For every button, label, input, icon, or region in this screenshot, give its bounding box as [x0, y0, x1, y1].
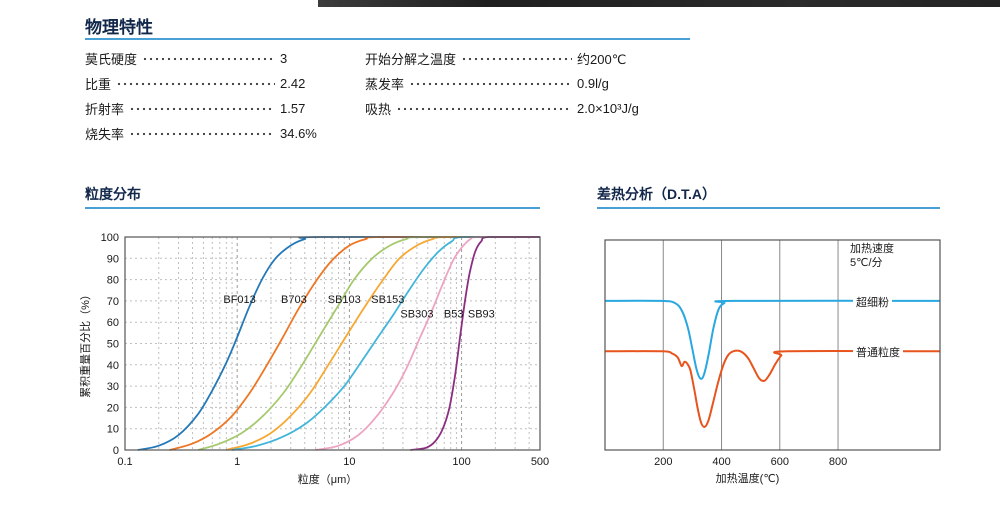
psd-curve-labels: BF013 B703 SB103 SB153 SB303 B53 SB93 [223, 294, 494, 321]
psd-curve-SB303 [231, 236, 540, 451]
property-value: 0.9l/g [577, 76, 609, 91]
dot-leader [116, 76, 275, 91]
property-label: 烧失率 [85, 127, 125, 142]
svg-text:SB153: SB153 [371, 294, 404, 306]
section-rule-dta [597, 207, 940, 209]
dta-heating-rate-line1: 加热速度 [850, 243, 894, 255]
dta-grid [662, 240, 839, 450]
dta-curve-超细粉 [604, 299, 941, 380]
dot-leader [396, 101, 572, 116]
psd-curves [137, 236, 540, 451]
section-title-psd: 粒度分布 [85, 186, 141, 202]
psd-curve-SB93 [410, 236, 540, 451]
dta-heating-rate-note: 加热速度 5℃/分 [850, 242, 894, 270]
section-rule-physical [85, 38, 690, 40]
property-value: 1.57 [280, 101, 306, 116]
svg-text:400: 400 [712, 456, 730, 468]
dta-chart-svg: 200 400 600 800 加热温度(℃) [604, 239, 941, 485]
svg-text:500: 500 [531, 456, 549, 468]
svg-text:0.1: 0.1 [117, 456, 132, 468]
svg-text:累积重量百分比（%）: 累积重量百分比（%） [78, 289, 92, 398]
svg-text:B53: B53 [444, 309, 464, 321]
svg-text:60: 60 [107, 317, 119, 329]
svg-text:800: 800 [829, 456, 847, 468]
dot-leader [129, 101, 275, 116]
svg-text:50: 50 [107, 339, 119, 351]
psd-curve-SB153 [226, 236, 540, 451]
dot-leader [129, 126, 275, 141]
properties-right-column: 开始分解之温度 约200℃ 蒸发率 0.9l/g 吸热 2.0×10³J/g [365, 46, 685, 121]
property-row: 折射率 1.57 [85, 96, 335, 121]
dta-curves [604, 299, 941, 428]
section-title-physical: 物理特性 [85, 18, 153, 37]
psd-curve-B703 [169, 236, 540, 451]
property-value: 约200℃ [577, 52, 627, 67]
property-value: 2.0×10³J/g [577, 101, 639, 116]
svg-text:SB93: SB93 [468, 309, 495, 321]
svg-text:100: 100 [101, 232, 119, 244]
svg-text:80: 80 [107, 275, 119, 287]
property-label: 吸热 [365, 102, 392, 117]
property-label: 莫氏硬度 [85, 52, 138, 67]
property-row: 比重 2.42 [85, 71, 335, 96]
svg-text:1: 1 [234, 456, 240, 468]
svg-text:90: 90 [107, 253, 119, 265]
psd-grid [125, 237, 540, 450]
dta-plot-border [604, 239, 941, 451]
svg-text:10: 10 [107, 424, 119, 436]
svg-text:粒度（μm）: 粒度（μm） [298, 472, 358, 486]
dta-series-label-ultrafine: 超细粉 [853, 294, 892, 310]
dot-leader [461, 51, 572, 66]
dot-leader [409, 76, 572, 91]
property-value: 3 [280, 51, 288, 66]
section-rule-psd [85, 207, 540, 209]
dot-leader [142, 51, 275, 66]
psd-chart: 100 90 80 70 60 50 40 30 20 10 0 0.1 1 10 100 500 粒度（μm）… [75, 226, 550, 504]
svg-text:加热温度(℃): 加热温度(℃) [716, 471, 780, 485]
psd-plot-border [124, 236, 541, 451]
property-row: 开始分解之温度 约200℃ [365, 46, 685, 71]
properties-left-column: 莫氏硬度 3 比重 2.42 折射率 1.57 烧失率 34.6% [85, 46, 335, 146]
property-row: 烧失率 34.6% [85, 121, 335, 146]
svg-text:70: 70 [107, 296, 119, 308]
svg-text:BF013: BF013 [223, 294, 255, 306]
property-row: 莫氏硬度 3 [85, 46, 335, 71]
psd-curve-SB103 [198, 236, 540, 451]
dta-axis-labels: 200 400 600 800 加热温度(℃) [654, 456, 847, 485]
dta-series-label-normal: 普通粒度 [853, 344, 903, 360]
dta-curve-普通粒度 [604, 349, 941, 428]
psd-curve-BF013 [137, 236, 540, 451]
svg-text:B703: B703 [281, 294, 307, 306]
top-edge-bar [318, 0, 1000, 7]
svg-text:100: 100 [452, 456, 470, 468]
property-label: 蒸发率 [365, 77, 405, 92]
svg-text:0: 0 [113, 445, 119, 457]
property-label: 开始分解之温度 [365, 52, 457, 67]
property-value: 34.6% [280, 126, 317, 141]
svg-text:200: 200 [654, 456, 672, 468]
property-row: 蒸发率 0.9l/g [365, 71, 685, 96]
section-title-dta: 差热分析（D.T.A） [597, 186, 716, 202]
property-value: 2.42 [280, 76, 306, 91]
svg-text:600: 600 [771, 456, 789, 468]
property-label: 折射率 [85, 102, 125, 117]
dta-chart: 200 400 600 800 加热温度(℃) 加热速度 5℃/分 超细粉 普通粒度 [600, 226, 975, 504]
psd-curve-B53 [315, 236, 540, 451]
svg-text:20: 20 [107, 402, 119, 414]
svg-text:40: 40 [107, 360, 119, 372]
property-label: 比重 [85, 77, 112, 92]
svg-text:30: 30 [107, 381, 119, 393]
dta-heating-rate-line2: 5℃/分 [850, 257, 883, 269]
svg-text:SB303: SB303 [400, 309, 433, 321]
svg-text:SB103: SB103 [328, 294, 361, 306]
svg-text:10: 10 [343, 456, 355, 468]
property-row: 吸热 2.0×10³J/g [365, 96, 685, 121]
